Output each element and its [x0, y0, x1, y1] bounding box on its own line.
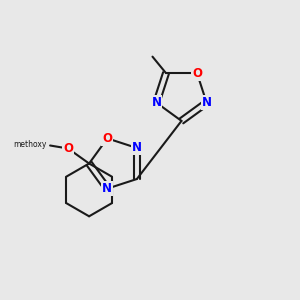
Text: methoxy: methoxy [14, 140, 47, 148]
Text: O: O [102, 132, 112, 145]
Text: N: N [102, 182, 112, 195]
Text: N: N [152, 96, 161, 109]
Text: N: N [132, 142, 142, 154]
Text: O: O [192, 67, 202, 80]
Text: N: N [202, 96, 212, 109]
Text: O: O [63, 142, 73, 155]
